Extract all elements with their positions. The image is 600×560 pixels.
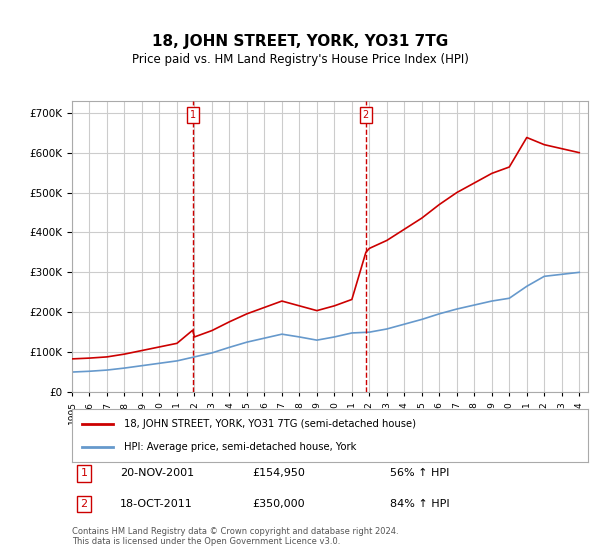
Text: £350,000: £350,000 bbox=[252, 499, 305, 509]
Text: 1: 1 bbox=[80, 468, 88, 478]
Text: 18, JOHN STREET, YORK, YO31 7TG: 18, JOHN STREET, YORK, YO31 7TG bbox=[152, 34, 448, 49]
Text: Price paid vs. HM Land Registry's House Price Index (HPI): Price paid vs. HM Land Registry's House … bbox=[131, 53, 469, 66]
Text: Contains HM Land Registry data © Crown copyright and database right 2024.
This d: Contains HM Land Registry data © Crown c… bbox=[72, 526, 398, 546]
Text: HPI: Average price, semi-detached house, York: HPI: Average price, semi-detached house,… bbox=[124, 442, 356, 452]
Text: 20-NOV-2001: 20-NOV-2001 bbox=[120, 468, 194, 478]
Text: £154,950: £154,950 bbox=[252, 468, 305, 478]
Text: 56% ↑ HPI: 56% ↑ HPI bbox=[390, 468, 449, 478]
Text: 2: 2 bbox=[363, 110, 369, 120]
Text: 2: 2 bbox=[80, 499, 88, 509]
Text: 1: 1 bbox=[190, 110, 196, 120]
Text: 84% ↑ HPI: 84% ↑ HPI bbox=[390, 499, 449, 509]
Text: 18, JOHN STREET, YORK, YO31 7TG (semi-detached house): 18, JOHN STREET, YORK, YO31 7TG (semi-de… bbox=[124, 419, 416, 429]
Text: 18-OCT-2011: 18-OCT-2011 bbox=[120, 499, 193, 509]
